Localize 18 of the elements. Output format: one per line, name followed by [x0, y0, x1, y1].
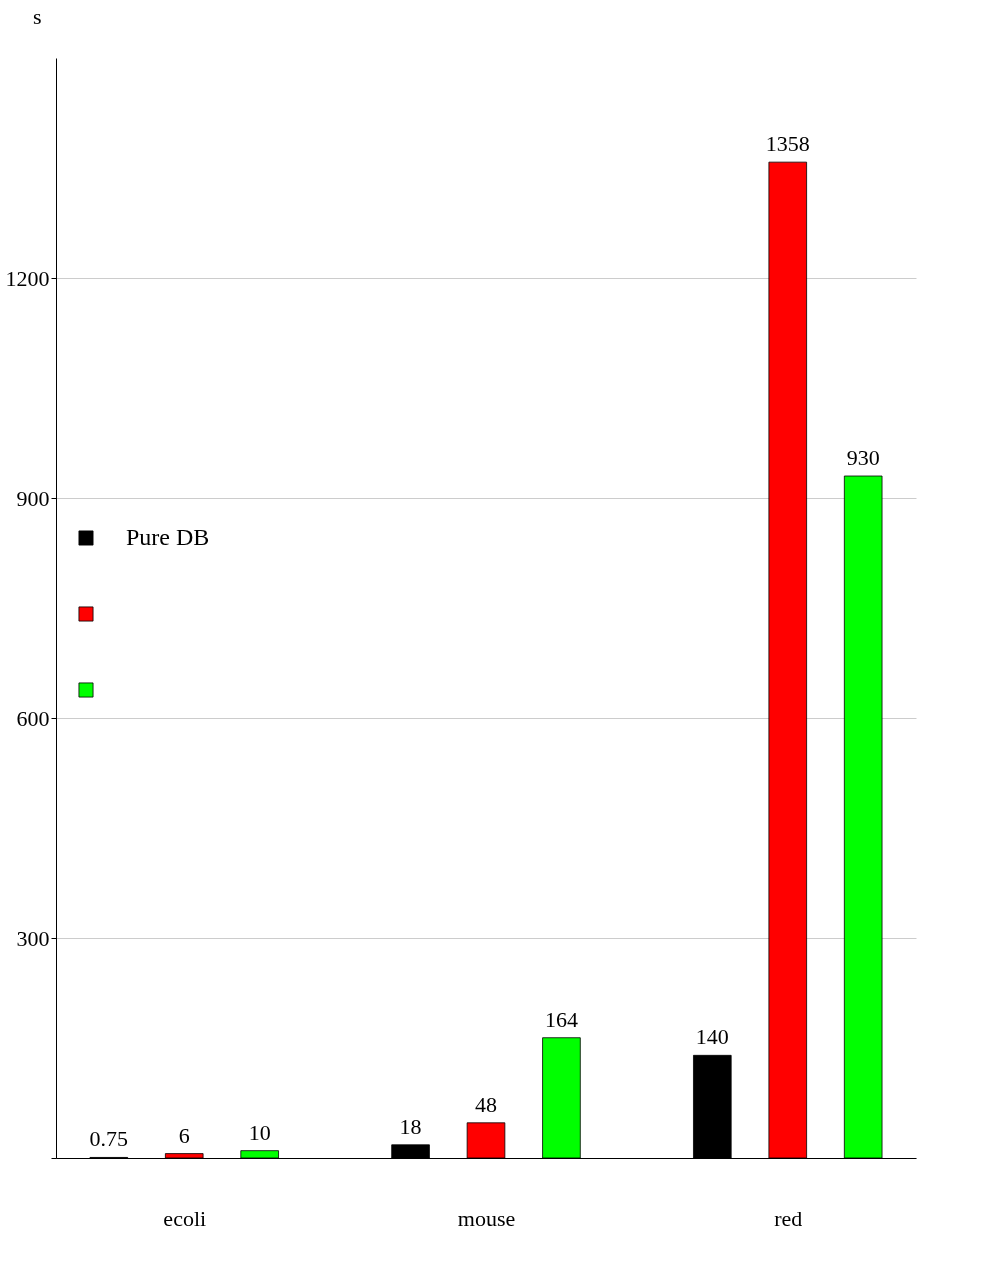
data-label: 6: [178, 1122, 190, 1148]
data-label: 18: [399, 1113, 422, 1139]
data-label: 48: [475, 1091, 497, 1117]
data-label: 930: [846, 445, 880, 470]
data-label: 10: [248, 1119, 271, 1145]
x-tick-label: ecoli: [163, 1205, 207, 1231]
y-tick-label: 900: [16, 485, 50, 511]
y-tick-label: 600: [16, 705, 50, 731]
data-label: 0.75: [89, 1126, 129, 1152]
data-label: 164: [544, 1006, 578, 1032]
data-label: 1358: [765, 131, 810, 157]
x-tick-label: red: [774, 1205, 803, 1231]
y-tick-label: 300: [16, 925, 50, 951]
y-tick-label: 1200: [5, 265, 50, 291]
y-axis-title: s: [32, 3, 42, 29]
legend-label: Pure DB: [126, 524, 210, 550]
data-label: 140: [695, 1024, 729, 1050]
x-tick-label: mouse: [457, 1205, 516, 1231]
